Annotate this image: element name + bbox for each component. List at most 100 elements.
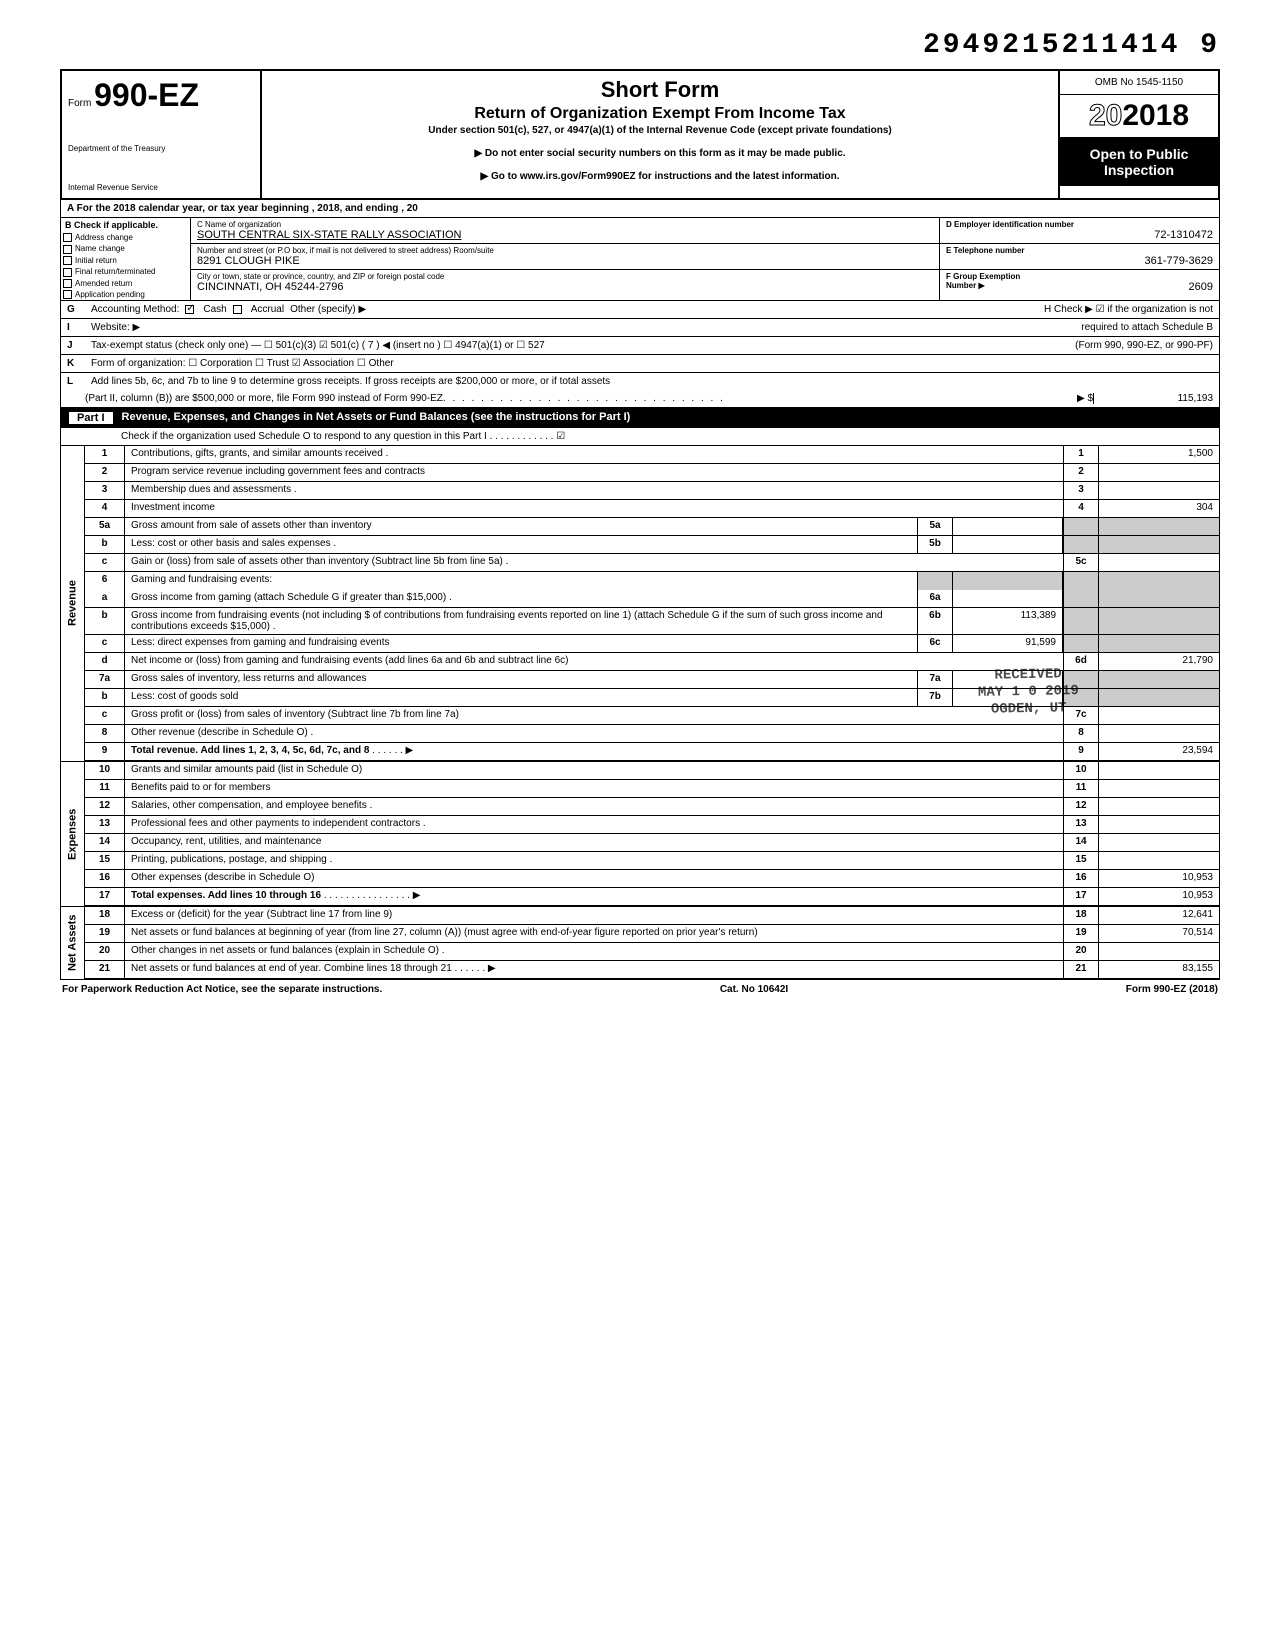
l17-desc: Total expenses. Add lines 10 through 16 [131,890,321,901]
dept-treasury: Department of the Treasury [68,144,254,153]
dln-number: 2949215211414 9 [60,30,1220,61]
l5b-sn: 5b [917,536,953,553]
row-h-text2: required to attach Schedule B [1081,322,1213,333]
l14-amt [1099,834,1219,851]
l16-desc: Other expenses (describe in Schedule O) [125,870,1063,887]
l6b-num: b [85,608,125,634]
l7a-rn-shade [1063,671,1099,688]
inspection: Inspection [1064,162,1214,178]
l20-desc: Other changes in net assets or fund bala… [125,943,1063,960]
l7b-num: b [85,689,125,706]
l18-amt: 12,641 [1099,907,1219,924]
chk-address-change[interactable]: Address change [61,232,190,243]
row-j-text: Tax-exempt status (check only one) — ☐ 5… [91,340,545,351]
l17-num: 17 [85,888,125,905]
l7b-desc: Less: cost of goods sold [125,689,917,706]
l1-rn: 1 [1063,446,1099,463]
l2-rn: 2 [1063,464,1099,481]
d-ein-label: D Employer identification number [946,220,1213,229]
chk-amended-return[interactable]: Amended return [61,278,190,289]
l17-amt: 10,953 [1099,888,1219,905]
l7c-num: c [85,707,125,724]
l4-desc: Investment income [125,500,1063,517]
chk-initial-return[interactable]: Initial return [61,255,190,266]
lbl-accrual: Accrual [251,304,284,315]
l11-amt [1099,780,1219,797]
l20-num: 20 [85,943,125,960]
part1-grid: Revenue 1Contributions, gifts, grants, a… [60,446,1220,980]
c-org-name: SOUTH CENTRAL SIX-STATE RALLY ASSOCIATIO… [197,229,933,241]
l6-ramt-shade [1099,572,1219,590]
c-name-label: C Name of organization [197,220,933,229]
l8-desc: Other revenue (describe in Schedule O) . [125,725,1063,742]
row-l-lead: L [67,376,85,387]
e-phone: 361-779-3629 [946,255,1213,267]
l19-rn: 19 [1063,925,1099,942]
sidebar-revenue: Revenue [61,446,85,761]
l10-amt [1099,762,1219,779]
entity-block: B Check if applicable. Address change Na… [60,218,1220,301]
f-group-number: 2609 [1189,281,1213,293]
l18-desc: Excess or (deficit) for the year (Subtra… [125,907,1063,924]
l4-num: 4 [85,500,125,517]
l5a-ramt-shade [1099,518,1219,535]
l6b-desc: Gross income from fundraising events (no… [125,608,917,634]
note-url: ▶ Go to www.irs.gov/Form990EZ for instru… [274,171,1046,182]
l7b-ramt-shade [1099,689,1219,706]
l5a-num: 5a [85,518,125,535]
year-digits: 2018 [1122,99,1189,132]
l15-desc: Printing, publications, postage, and shi… [125,852,1063,869]
sidebar-netassets: Net Assets [61,907,85,979]
l9-num: 9 [85,743,125,760]
c-street: 8291 CLOUGH PIKE [197,255,933,267]
l6d-rn: 6d [1063,653,1099,670]
chk-accrual[interactable] [233,305,242,314]
l10-desc: Grants and similar amounts paid (list in… [125,762,1063,779]
l6a-num: a [85,590,125,607]
l18-rn: 18 [1063,907,1099,924]
note-ssn: ▶ Do not enter social security numbers o… [274,148,1046,159]
l6b-samt: 113,389 [953,608,1063,634]
l5c-rn: 5c [1063,554,1099,571]
l6b-rn-shade [1063,608,1099,634]
omb-number: OMB No 1545-1150 [1060,71,1218,95]
row-l-text1: Add lines 5b, 6c, and 7b to line 9 to de… [91,376,610,387]
l19-amt: 70,514 [1099,925,1219,942]
l15-num: 15 [85,852,125,869]
l15-amt [1099,852,1219,869]
l2-num: 2 [85,464,125,481]
l13-desc: Professional fees and other payments to … [125,816,1063,833]
chk-application-pending[interactable]: Application pending [61,289,190,300]
col-b-header: B Check if applicable. [61,218,190,232]
sidebar-expenses: Expenses [61,762,85,906]
form-number: 990-EZ [94,77,199,113]
l5b-samt [953,536,1063,553]
l7c-desc: Gross profit or (loss) from sales of inv… [125,707,1063,724]
lbl-cash: Cash [203,304,226,315]
c-city-label: City or town, state or province, country… [197,272,933,281]
form-header: Form 990-EZ Department of the Treasury I… [60,69,1220,200]
chk-name-change[interactable]: Name change [61,243,190,254]
chk-cash[interactable] [185,305,194,314]
l11-desc: Benefits paid to or for members [125,780,1063,797]
l11-num: 11 [85,780,125,797]
l3-num: 3 [85,482,125,499]
page-footer: For Paperwork Reduction Act Notice, see … [60,980,1220,999]
row-l-arrow: ▶ $ [1077,393,1093,404]
subtitle: Under section 501(c), 527, or 4947(a)(1)… [274,125,1046,136]
l3-amt [1099,482,1219,499]
e-phone-label: E Telephone number [946,246,1213,255]
l1-num: 1 [85,446,125,463]
l10-num: 10 [85,762,125,779]
chk-final-return[interactable]: Final return/terminated [61,266,190,277]
l9-desc: Total revenue. Add lines 1, 2, 3, 4, 5c,… [131,745,369,756]
part1-check-o: Check if the organization used Schedule … [121,431,565,442]
l2-desc: Program service revenue including govern… [125,464,1063,481]
l6d-num: d [85,653,125,670]
row-g-label: Accounting Method: [91,304,179,315]
l8-amt [1099,725,1219,742]
l12-rn: 12 [1063,798,1099,815]
l6a-sn: 6a [917,590,953,607]
row-j-right: (Form 990, 990-EZ, or 990-PF) [1075,340,1213,351]
l21-rn: 21 [1063,961,1099,978]
